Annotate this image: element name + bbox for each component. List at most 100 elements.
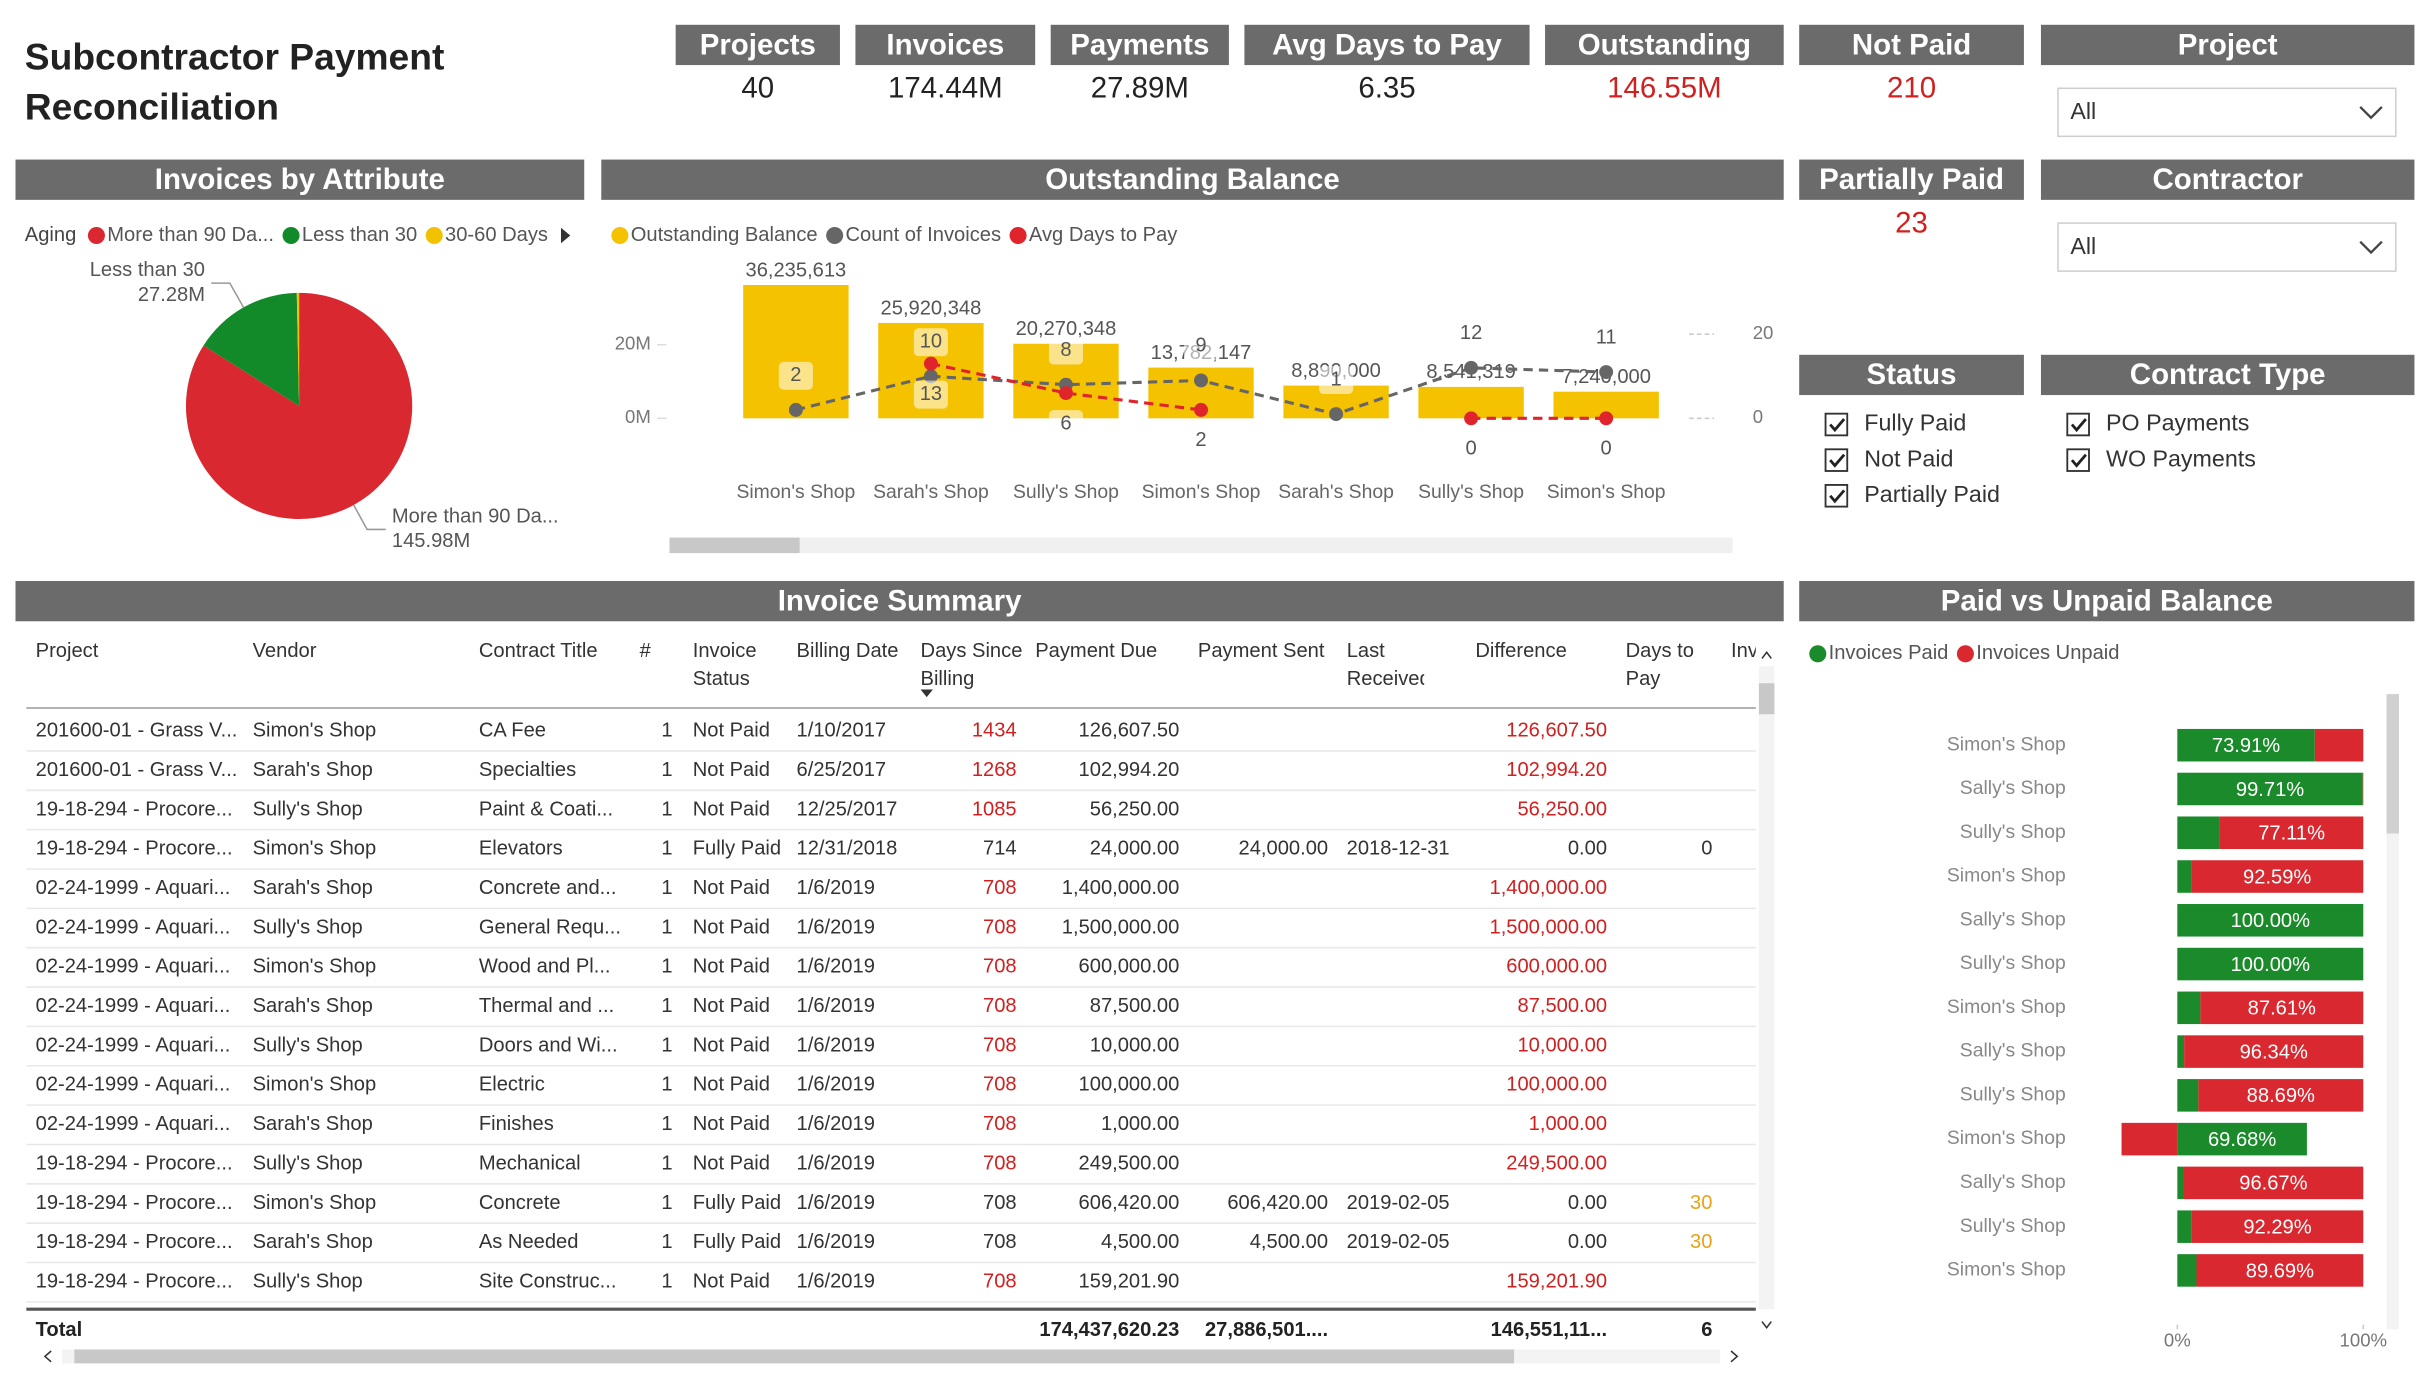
table-cell: 1/6/2019 <box>797 995 875 1017</box>
checkbox-label: WO Payments <box>2106 445 2256 471</box>
slice-category: Less than 30 <box>90 259 205 281</box>
line <box>930 362 1607 420</box>
point <box>1194 402 1208 417</box>
table-cell: 2018-12-31 <box>1347 838 1450 860</box>
checkbox[interactable] <box>1824 412 1849 437</box>
legend-label: Less than 30 <box>302 224 417 246</box>
legend-label: Count of Invoices <box>846 224 1002 246</box>
legend-marker <box>1956 645 1974 663</box>
scroll-arrow <box>43 1350 1739 1363</box>
table-cell: 100,000.00 <box>1079 1074 1180 1096</box>
data-label: 0 <box>1466 438 1477 460</box>
leader-line <box>211 282 245 308</box>
table-cell: 1,500,000.00 <box>1062 916 1180 938</box>
kpi-label: Invoices <box>886 28 1004 61</box>
legend-marker <box>826 226 844 245</box>
bar-label: 73.91% <box>2212 735 2280 757</box>
dropdown[interactable] <box>2057 222 2397 272</box>
table-cell: Simon's Shop <box>253 720 377 742</box>
checkbox[interactable] <box>1824 484 1849 508</box>
panel-title: Outstanding Balance <box>1045 163 1339 196</box>
checkbox[interactable] <box>2066 448 2090 472</box>
total-cell: 146,551,11... <box>1491 1319 1607 1341</box>
point <box>923 369 938 384</box>
dropdown-chevron <box>2359 240 2383 255</box>
table-cell: 708 <box>983 1074 1017 1096</box>
table-cell: 1 <box>661 798 672 820</box>
table-cell: 1 <box>661 1034 672 1056</box>
data-label: 6 <box>1060 412 1071 434</box>
bar-segment <box>2177 1035 2185 1068</box>
bar-segment <box>2219 816 2364 850</box>
column-header: Payment Due <box>1035 638 1158 662</box>
legend-label: Outstanding Balance <box>631 224 818 246</box>
column-header: Days Since Billing <box>920 638 1023 690</box>
table-cell: 1/6/2019 <box>797 1192 875 1214</box>
data-label-bg <box>1183 332 1219 361</box>
kpi-value: 40 <box>741 72 774 105</box>
table-cell: Not Paid <box>693 798 770 820</box>
table-cell: As Needed <box>479 1231 579 1253</box>
table-cell: Not Paid <box>693 1113 770 1135</box>
table-cell: 10,000.00 <box>1517 1034 1607 1056</box>
slicer-title: Status <box>1867 358 1957 391</box>
table-cell: Concrete and... <box>479 877 617 899</box>
x-tick-label: Sully's Shop <box>1418 481 1524 503</box>
x-tick-label: Sarah's Shop <box>873 481 989 503</box>
table-cell: 1 <box>661 956 672 978</box>
scroll-thumb[interactable] <box>669 537 800 554</box>
point <box>1599 411 1614 426</box>
table-cell: 0.00 <box>1568 1192 1607 1214</box>
table-cell: 02-24-1999 - Aquari... <box>36 1113 231 1135</box>
data-label: 1 <box>1330 368 1341 390</box>
dropdown-value: All <box>2070 98 2096 124</box>
table-cell: Not Paid <box>693 759 770 781</box>
table-cell: 87,500.00 <box>1517 995 1607 1017</box>
scroll-thumb[interactable] <box>2386 694 2399 834</box>
point <box>1464 411 1479 426</box>
dropdown[interactable] <box>2057 87 2397 138</box>
bar-segment <box>2198 1079 2364 1112</box>
column-header: Last Received <box>1346 638 1425 690</box>
table-cell: Not Paid <box>693 1152 770 1174</box>
table-cell: 126,607.50 <box>1506 720 1607 742</box>
checkmark <box>1829 489 1846 504</box>
scroll-thumb[interactable] <box>1758 683 1775 715</box>
checkbox[interactable] <box>1824 448 1849 472</box>
table-cell: Fully Paid <box>693 1192 781 1214</box>
x-tick-label: 100% <box>2340 1330 2388 1351</box>
checkmark <box>1829 453 1846 468</box>
table-cell: 87,500.00 <box>1090 995 1180 1017</box>
table-cell: 1 <box>661 1271 672 1293</box>
bar-label: 87.61% <box>2248 998 2316 1020</box>
bar-segment <box>2177 860 2192 893</box>
checkbox[interactable] <box>2066 412 2090 437</box>
column-header: Payment Sent <box>1197 638 1325 662</box>
column-header: Difference <box>1475 638 1567 662</box>
legend-label: More than 90 Da... <box>107 224 274 246</box>
table-cell: 02-24-1999 - Aquari... <box>36 995 231 1017</box>
scroll-track <box>669 537 1733 554</box>
data-label: 13 <box>920 383 942 405</box>
table-cell: 1/6/2019 <box>797 1152 875 1174</box>
table-cell: 1 <box>661 1231 672 1253</box>
scroll-thumb[interactable] <box>74 1349 1515 1364</box>
kpi-label-bar <box>855 24 1036 66</box>
checkbox-label: Partially Paid <box>1864 481 2000 507</box>
y-tick-label: Sally's Shop <box>1960 1040 2066 1062</box>
table-cell: 1085 <box>972 798 1017 820</box>
x-tick-label: Sarah's Shop <box>1278 481 1394 503</box>
y-tick-label: 20M <box>615 333 651 354</box>
table-cell: Sully's Shop <box>253 1152 363 1174</box>
table-cell: 1 <box>661 1074 672 1096</box>
table-cell: 02-24-1999 - Aquari... <box>36 956 231 978</box>
table-cell: Sully's Shop <box>253 1271 363 1293</box>
total-cell: Total <box>36 1319 83 1341</box>
table-cell: 159,201.90 <box>1506 1271 1607 1293</box>
table-cell: Sully's Shop <box>253 916 363 938</box>
table-cell: 0.00 <box>1568 1231 1607 1253</box>
sort-arrow <box>920 689 933 698</box>
panel-title-bar <box>601 159 1784 200</box>
slicer-title-bar <box>2040 354 2415 396</box>
